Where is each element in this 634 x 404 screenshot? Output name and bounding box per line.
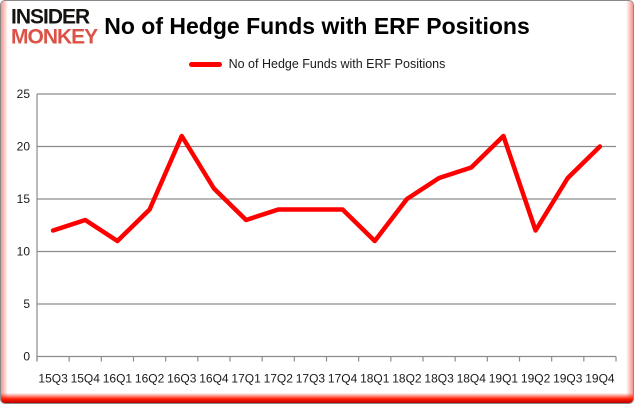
svg-text:19Q4: 19Q4 xyxy=(585,372,615,386)
chart-title: No of Hedge Funds with ERF Positions xyxy=(104,13,530,39)
svg-text:16Q2: 16Q2 xyxy=(135,372,165,386)
insider-monkey-logo: INSIDER MONKEY xyxy=(11,4,98,49)
logo-text-insider: INSIDER xyxy=(11,4,90,29)
legend-line-swatch xyxy=(188,61,222,67)
svg-text:17Q2: 17Q2 xyxy=(264,372,294,386)
svg-text:18Q2: 18Q2 xyxy=(392,372,422,386)
svg-text:15Q4: 15Q4 xyxy=(71,372,101,386)
svg-text:15: 15 xyxy=(17,192,31,206)
svg-text:18Q1: 18Q1 xyxy=(360,372,390,386)
svg-text:16Q1: 16Q1 xyxy=(103,372,133,386)
svg-text:17Q3: 17Q3 xyxy=(296,372,326,386)
svg-text:16Q4: 16Q4 xyxy=(199,372,229,386)
svg-text:16Q3: 16Q3 xyxy=(167,372,197,386)
svg-text:10: 10 xyxy=(17,245,31,259)
svg-text:18Q4: 18Q4 xyxy=(457,372,487,386)
svg-text:20: 20 xyxy=(17,140,31,154)
logo-text-monkey: MONKEY xyxy=(11,24,98,49)
svg-text:15Q3: 15Q3 xyxy=(38,372,68,386)
legend: No of Hedge Funds with ERF Positions xyxy=(1,57,633,71)
svg-text:19Q2: 19Q2 xyxy=(521,372,551,386)
svg-text:19Q1: 19Q1 xyxy=(489,372,519,386)
svg-text:5: 5 xyxy=(23,297,30,311)
svg-text:19Q3: 19Q3 xyxy=(553,372,583,386)
svg-text:18Q3: 18Q3 xyxy=(424,372,454,386)
svg-text:0: 0 xyxy=(23,350,30,364)
legend-label: No of Hedge Funds with ERF Positions xyxy=(228,57,446,71)
svg-text:17Q4: 17Q4 xyxy=(328,372,358,386)
svg-text:25: 25 xyxy=(17,87,31,101)
svg-text:17Q1: 17Q1 xyxy=(231,372,261,386)
